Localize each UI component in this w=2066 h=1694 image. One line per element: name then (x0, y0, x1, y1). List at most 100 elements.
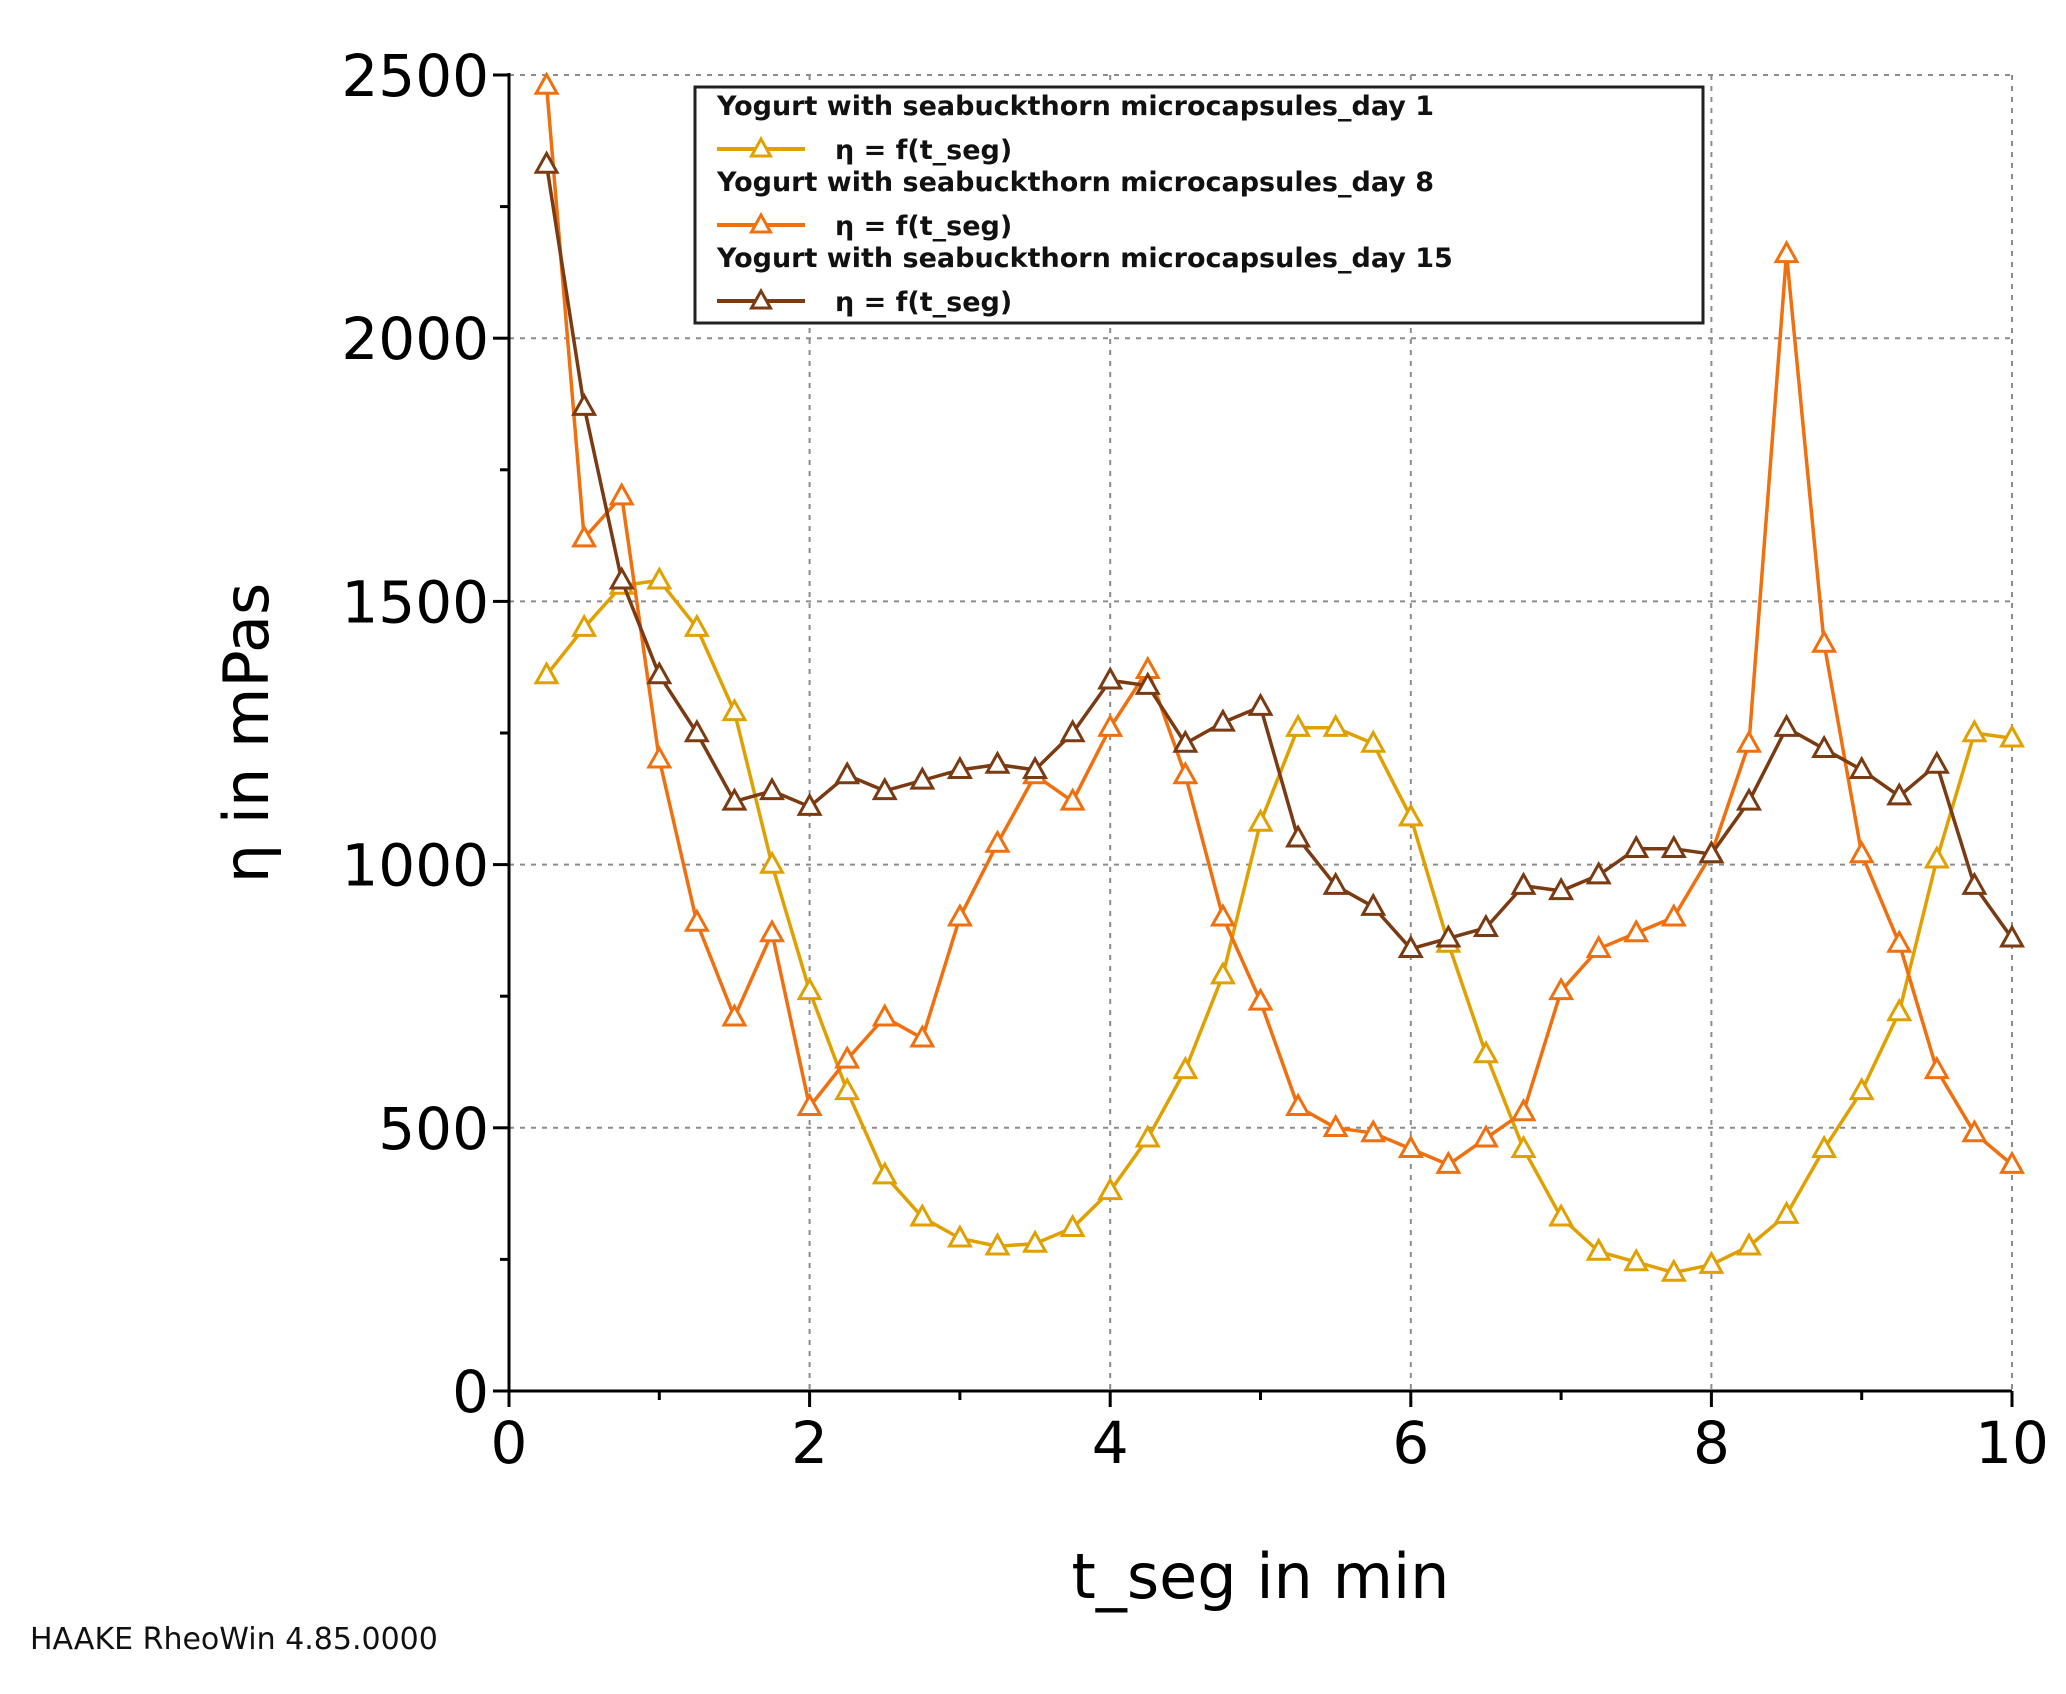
data-point (1660, 1258, 1687, 1282)
data-point (608, 482, 635, 506)
data-point (1998, 724, 2026, 748)
data-point (946, 755, 973, 780)
data-point (1998, 1150, 2026, 1174)
data-point (646, 745, 673, 769)
data-point (1134, 671, 1161, 695)
data-point (834, 761, 861, 785)
data-point (533, 150, 560, 174)
data-point (1285, 713, 1312, 737)
data-point (1209, 708, 1236, 732)
data-point (1285, 1092, 1312, 1116)
data-point (1773, 713, 1800, 737)
data-point (1435, 1150, 1462, 1174)
data-point (646, 566, 673, 590)
data-point (1811, 734, 1838, 758)
series-1 (533, 566, 2026, 1282)
data-point (721, 1003, 748, 1027)
data-point (1923, 1055, 1950, 1080)
x-tick-label: 6 (1392, 1409, 1429, 1477)
grid-lines (509, 74, 2013, 1391)
data-point (1510, 871, 1537, 895)
legend-entry-label: η = f(t_seg) (835, 135, 1012, 166)
data-point (909, 1203, 936, 1227)
data-point (1097, 666, 1124, 690)
data-point (571, 613, 598, 637)
data-point (1735, 787, 1762, 811)
x-axis-title: t_seg in min (1072, 1540, 1450, 1613)
legend-entry-label: η = f(t_seg) (835, 211, 1012, 242)
data-point (1510, 1097, 1537, 1122)
data-point (533, 661, 560, 685)
legend-entry-name: Yogurt with seabuckthorn microcapsules_d… (716, 167, 1434, 198)
axis-titles: t_seg in min η in mPas (210, 583, 1449, 1613)
data-point (759, 918, 786, 943)
data-point (796, 976, 823, 1001)
data-point (721, 697, 748, 722)
data-point (1848, 839, 1875, 864)
legend-marker (748, 135, 774, 158)
data-point (1623, 834, 1650, 859)
legend: Yogurt with seabuckthorn microcapsules_d… (693, 85, 1705, 325)
data-point (946, 1224, 973, 1248)
data-point (984, 829, 1011, 853)
data-point (871, 1003, 898, 1027)
data-point (796, 1092, 823, 1116)
data-point (1435, 924, 1462, 948)
series-line (544, 85, 2014, 1167)
data-point (571, 392, 598, 416)
x-tick-label: 10 (1975, 1409, 2049, 1477)
x-tick-label: 4 (1092, 1409, 1129, 1477)
data-point (1660, 834, 1687, 859)
data-point (1022, 1229, 1049, 1253)
data-point (1998, 924, 2026, 948)
data-point (1209, 903, 1236, 927)
data-point (1360, 729, 1387, 753)
series-2 (533, 71, 2026, 1174)
data-point (1360, 892, 1387, 916)
data-point (1961, 1118, 1988, 1143)
data-point (834, 1076, 861, 1101)
data-point (1548, 976, 1575, 1001)
y-tick-label: 0 (452, 1358, 489, 1426)
y-tick-label: 1500 (341, 568, 489, 636)
data-point (1811, 1134, 1838, 1159)
data-point (1247, 808, 1274, 832)
data-point (683, 908, 710, 932)
data-point (1247, 692, 1274, 716)
data-point (683, 718, 710, 743)
data-point (1172, 729, 1199, 753)
data-point (608, 566, 635, 590)
legend-marker (748, 211, 774, 234)
data-point (1097, 713, 1124, 737)
data-point (946, 903, 973, 927)
data-point (909, 766, 936, 790)
data-point (1548, 876, 1575, 901)
data-point (871, 776, 898, 801)
data-point (1022, 755, 1049, 780)
data-point (1886, 997, 1913, 1022)
data-point (1886, 782, 1913, 806)
legend-entry-label: η = f(t_seg) (835, 287, 1012, 318)
data-point (1397, 1134, 1424, 1159)
data-point (1548, 1203, 1575, 1227)
data-point (1172, 1055, 1199, 1080)
data-point (1848, 755, 1875, 780)
data-point (1773, 1200, 1800, 1224)
data-point (1172, 761, 1199, 785)
data-point (759, 850, 786, 874)
legend-marker (748, 287, 774, 310)
data-point (1322, 871, 1349, 895)
data-series (533, 71, 2026, 1282)
series-line (544, 164, 2014, 951)
data-point (1698, 839, 1725, 864)
data-point (984, 1232, 1011, 1256)
legend-entry-name: Yogurt with seabuckthorn microcapsules_d… (716, 243, 1453, 274)
data-point (1059, 787, 1086, 811)
data-point (1773, 239, 1800, 264)
data-point (1059, 1213, 1086, 1238)
x-tick-label: 2 (791, 1409, 828, 1477)
data-point (1623, 918, 1650, 943)
data-point (1322, 713, 1349, 737)
